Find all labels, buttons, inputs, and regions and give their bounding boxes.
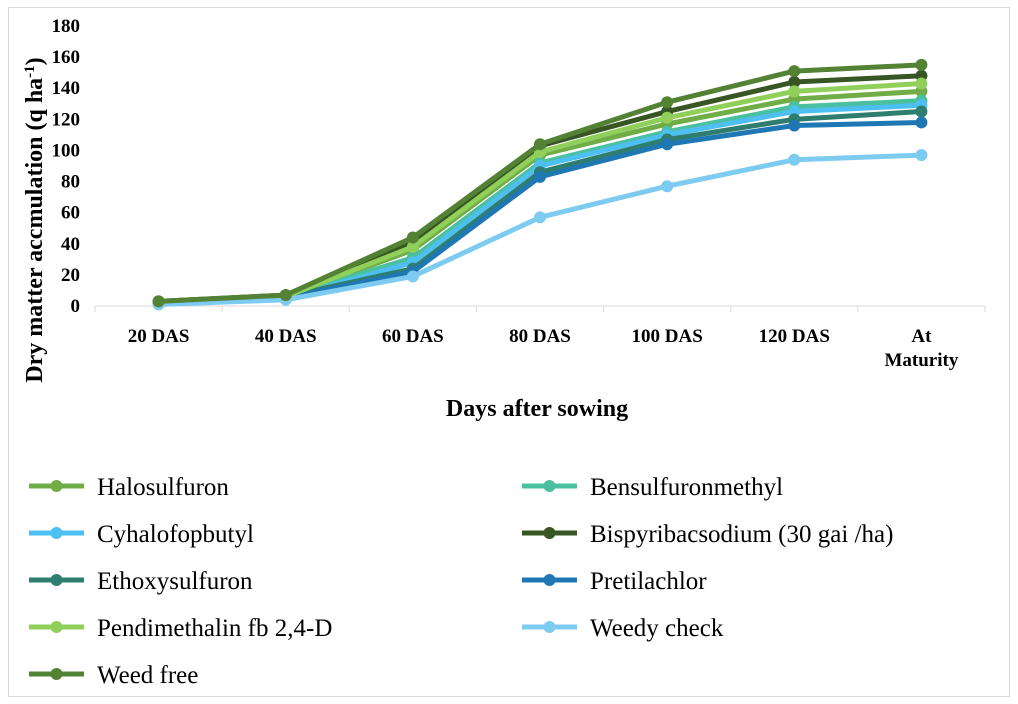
data-point	[534, 138, 546, 151]
series-weed-free	[152, 58, 928, 308]
legend-label: Bensulfuronmethyl	[590, 474, 783, 501]
legend-swatch-marker	[543, 574, 556, 586]
legend-label: Ethoxysulfuron	[97, 568, 253, 595]
legend-label: Weedy check	[590, 615, 724, 642]
legend-swatch-marker	[50, 621, 63, 633]
series-line	[158, 102, 922, 306]
data-point	[534, 170, 546, 183]
y-tick-label: 0	[71, 296, 81, 317]
plot-lines	[152, 58, 928, 311]
legend-label: Pendimethalin fb 2,4-D	[97, 615, 332, 642]
series-line	[158, 98, 922, 306]
data-point	[661, 96, 674, 109]
legend-swatch-marker	[50, 574, 63, 586]
x-tick-label: 60 DAS	[382, 326, 444, 347]
legend-item: Pretilachlor	[522, 568, 707, 595]
legend-swatch-marker	[543, 527, 556, 539]
data-point	[406, 270, 419, 283]
data-point	[915, 58, 928, 71]
data-point	[788, 85, 801, 98]
series-cyhalofopbutyl	[152, 99, 928, 309]
data-point	[406, 231, 419, 244]
legend-item: Weed free	[29, 662, 198, 689]
data-point	[661, 180, 674, 193]
y-tick-label: 120	[52, 109, 81, 130]
data-point	[406, 240, 419, 253]
legend-swatch-marker	[543, 621, 556, 633]
legend-label: Bispyribacsodium (30 gai /ha)	[590, 521, 893, 548]
y-tick-label: 140	[52, 78, 81, 99]
data-point	[915, 105, 928, 118]
x-tick-label: 40 DAS	[255, 326, 317, 347]
data-point	[534, 211, 546, 224]
y-tick-label: 160	[52, 47, 81, 68]
legend: Halosulfuron Bensulfuronmethyl Cyhalofopbu…	[29, 474, 893, 689]
data-point	[915, 116, 928, 129]
legend-label: Weed free	[97, 662, 198, 689]
y-tick-label: 20	[61, 265, 80, 286]
x-tick-label: 120 DAS	[759, 326, 830, 347]
data-point	[152, 295, 165, 308]
legend-label: Cyhalofopbutyl	[97, 521, 254, 548]
y-tick-label: 180	[52, 16, 81, 37]
x-tick-label: 100 DAS	[632, 326, 703, 347]
y-axis-title: Dry matter accmulation (q ha-1)	[22, 57, 48, 382]
y-axis-title-text: Dry matter accmulation (q ha	[22, 78, 48, 383]
data-point	[788, 153, 801, 166]
data-point	[788, 119, 801, 132]
data-point	[661, 138, 674, 151]
data-point	[279, 289, 292, 302]
legend-item: Cyhalofopbutyl	[29, 521, 254, 548]
legend-swatch-marker	[50, 480, 63, 492]
y-axis-title-close: )	[22, 57, 48, 65]
y-tick-label: 60	[61, 203, 80, 224]
legend-item: Weedy check	[522, 615, 724, 642]
legend-swatch-marker	[50, 668, 63, 680]
legend-item: Halosulfuron	[29, 474, 229, 501]
x-axis-ticks: 20 DAS 40 DAS 60 DAS 80 DAS 100 DAS 120 DAS At…	[94, 306, 986, 371]
data-point	[788, 65, 801, 78]
y-tick-label: 40	[61, 234, 80, 255]
x-tick-label: 20 DAS	[128, 326, 190, 347]
x-tick-label: 80 DAS	[509, 326, 571, 347]
data-point	[661, 111, 674, 124]
x-tick-label: At Maturity	[884, 326, 958, 371]
x-axis-title: Days after sowing	[446, 396, 628, 422]
series-ethoxysulfuron	[152, 105, 928, 309]
legend-item: Pendimethalin fb 2,4-D	[29, 615, 332, 642]
data-point	[915, 77, 928, 90]
legend-item: Bensulfuronmethyl	[522, 474, 783, 501]
y-tick-label: 80	[61, 172, 80, 193]
data-point	[915, 149, 928, 162]
legend-swatch-marker	[543, 480, 556, 492]
y-tick-label: 100	[52, 140, 81, 161]
y-axis-ticks: 0 20 40 60 80 100 120 140 160 180	[52, 16, 81, 317]
y-axis-title-superscript: -1	[22, 65, 38, 78]
chart-frame	[8, 7, 1010, 697]
legend-swatch-marker	[50, 527, 63, 539]
legend-item: Bispyribacsodium (30 gai /ha)	[522, 521, 893, 548]
data-point	[788, 76, 801, 88]
legend-item: Ethoxysulfuron	[29, 568, 253, 595]
legend-label: Halosulfuron	[97, 474, 229, 501]
legend-label: Pretilachlor	[590, 568, 707, 595]
